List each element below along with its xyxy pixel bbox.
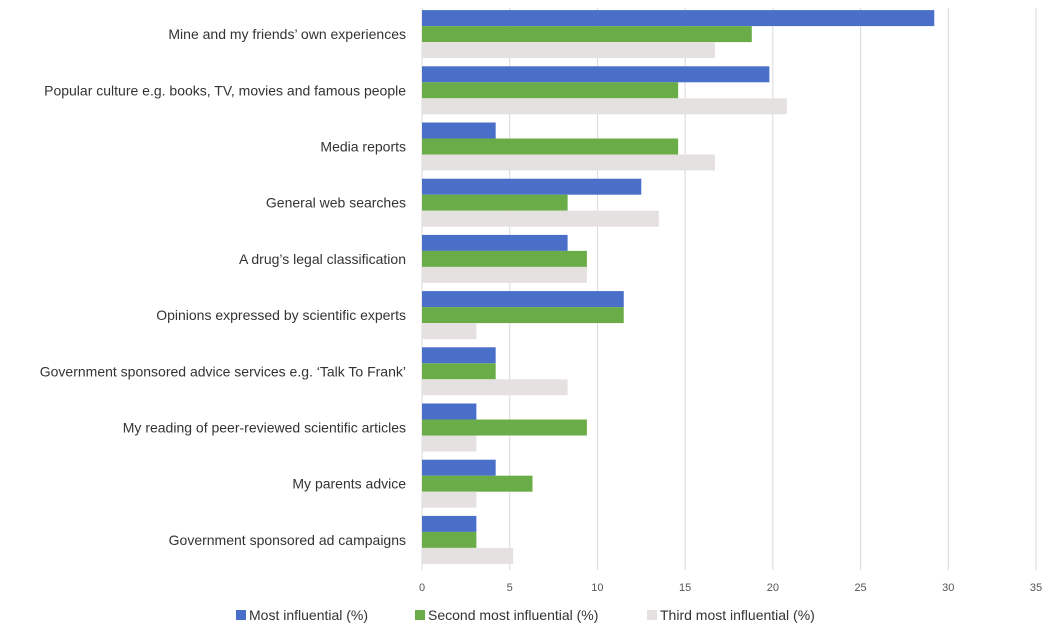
legend-label: Most influential (%) [249,607,368,623]
bar-3 [422,491,477,508]
x-tick-label: 0 [419,582,425,594]
bar-2 [422,26,752,43]
x-tick-label: 25 [854,582,866,594]
bar-3 [422,323,477,340]
bar-1 [422,347,496,364]
bar-1 [422,178,642,195]
category-label: Government sponsored ad campaigns [169,532,406,548]
bar-1 [422,403,477,420]
x-tick-label: 15 [679,582,691,594]
x-tick-label: 30 [942,582,954,594]
bar-3 [422,547,514,564]
x-tick-label: 10 [591,582,603,594]
x-tick-label: 5 [507,582,513,594]
legend-swatch [236,610,246,620]
bar-2 [422,138,679,155]
category-label: Media reports [320,139,406,155]
legend-swatch [415,610,425,620]
bar-1 [422,515,477,532]
x-tick-label: 20 [767,582,779,594]
bar-1 [422,234,568,251]
category-label: Opinions expressed by scientific experts [156,307,406,323]
x-tick-label: 35 [1030,582,1042,594]
bar-1 [422,459,496,476]
bar-2 [422,250,587,267]
category-label: General web searches [266,195,406,211]
category-label: My parents advice [292,476,406,492]
bar-3 [422,154,715,171]
bar-2 [422,307,624,324]
legend: Most influential (%) Second most influent… [236,607,815,623]
category-labels: Mine and my friends’ own experiences Popu… [40,26,406,548]
bar-3 [422,379,568,396]
bar-3 [422,435,477,452]
bar-2 [422,82,679,99]
bar-3 [422,42,715,59]
legend-swatch [647,610,657,620]
category-label: A drug’s legal classification [239,251,406,267]
bar-2 [422,419,587,436]
legend-label: Second most influential (%) [428,607,598,623]
category-label: Popular culture e.g. books, TV, movies a… [44,82,406,98]
category-label: My reading of peer-reviewed scientific a… [123,420,406,436]
legend-label: Third most influential (%) [660,607,815,623]
bar-3 [422,98,787,115]
bar-1 [422,122,496,139]
bar-3 [422,210,659,227]
category-label: Mine and my friends’ own experiences [168,26,406,42]
bar-1 [422,10,935,27]
bars [422,10,935,564]
bar-2 [422,475,533,492]
bar-2 [422,363,496,380]
x-tick-labels: 0 5 10 15 20 25 30 35 [419,582,1042,594]
bar-1 [422,66,770,83]
bar-3 [422,266,587,283]
bar-2 [422,194,568,211]
bar-2 [422,531,477,548]
bar-1 [422,291,624,308]
category-label: Government sponsored advice services e.g… [40,363,406,379]
